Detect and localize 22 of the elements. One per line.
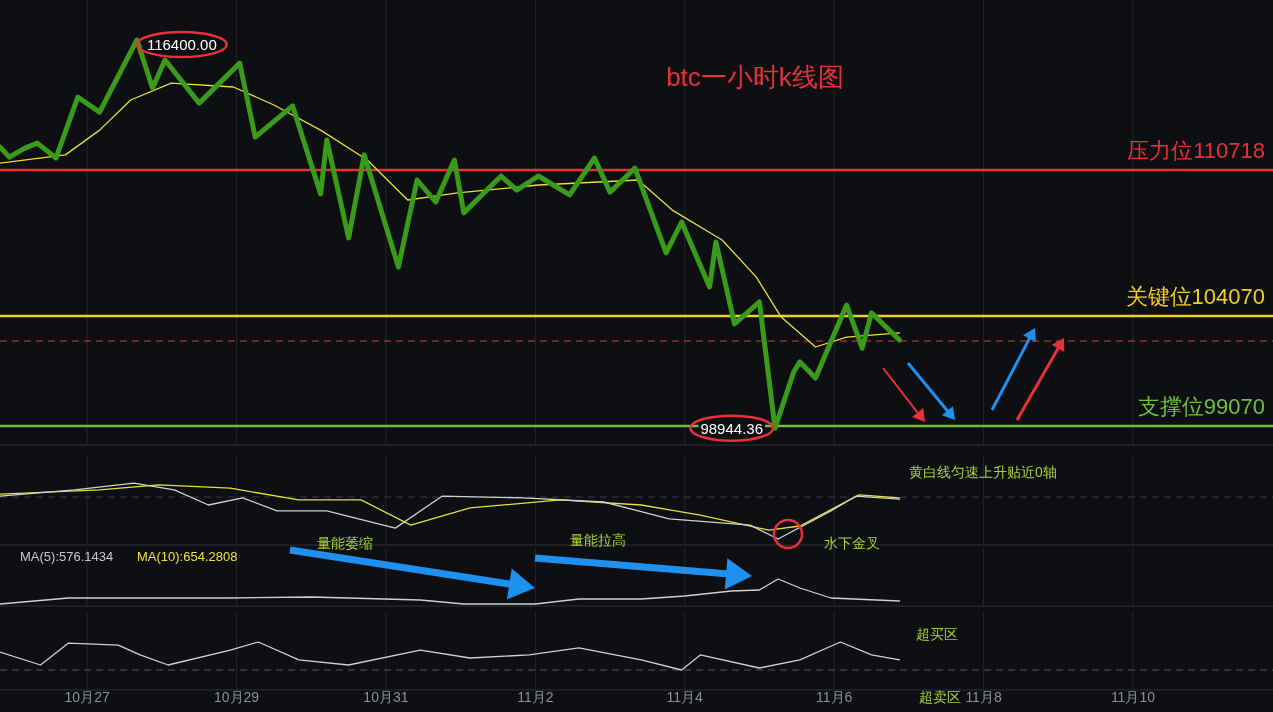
ref-line-label: 压力位110718 bbox=[1127, 137, 1265, 163]
annotation: 量能拉高 bbox=[570, 532, 626, 548]
x-tick-label: 11月10 bbox=[1110, 689, 1156, 705]
annotation: 98944.36 bbox=[700, 419, 763, 437]
ref-line-label: 支撑位99070 bbox=[1137, 393, 1265, 419]
x-tick-label: 10月29 bbox=[213, 689, 260, 705]
annotation: 超买区 bbox=[916, 626, 958, 642]
x-tick-label: 11月8 bbox=[965, 689, 1002, 705]
ref-line-label: 关键位104070 bbox=[1125, 284, 1265, 309]
x-tick-label: 11月4 bbox=[666, 689, 704, 705]
x-tick-label: 10月27 bbox=[64, 689, 110, 705]
text: MA(5):576.1434 bbox=[20, 549, 114, 564]
x-tick-label: 11月6 bbox=[815, 689, 853, 705]
annotation: 水下金叉 bbox=[824, 535, 880, 551]
x-tick-label: 11月2 bbox=[517, 689, 554, 705]
text: btc一小时k线图 bbox=[666, 62, 844, 92]
annotation: 量能萎缩 bbox=[317, 535, 373, 551]
text: 黄白线匀速上升贴近0轴 bbox=[909, 464, 1057, 480]
text: 超卖区 bbox=[919, 689, 961, 705]
text: MA(10):654.2808 bbox=[137, 549, 238, 564]
annotation: 116400.00 bbox=[146, 36, 217, 54]
x-tick-label: 10月31 bbox=[363, 689, 409, 705]
